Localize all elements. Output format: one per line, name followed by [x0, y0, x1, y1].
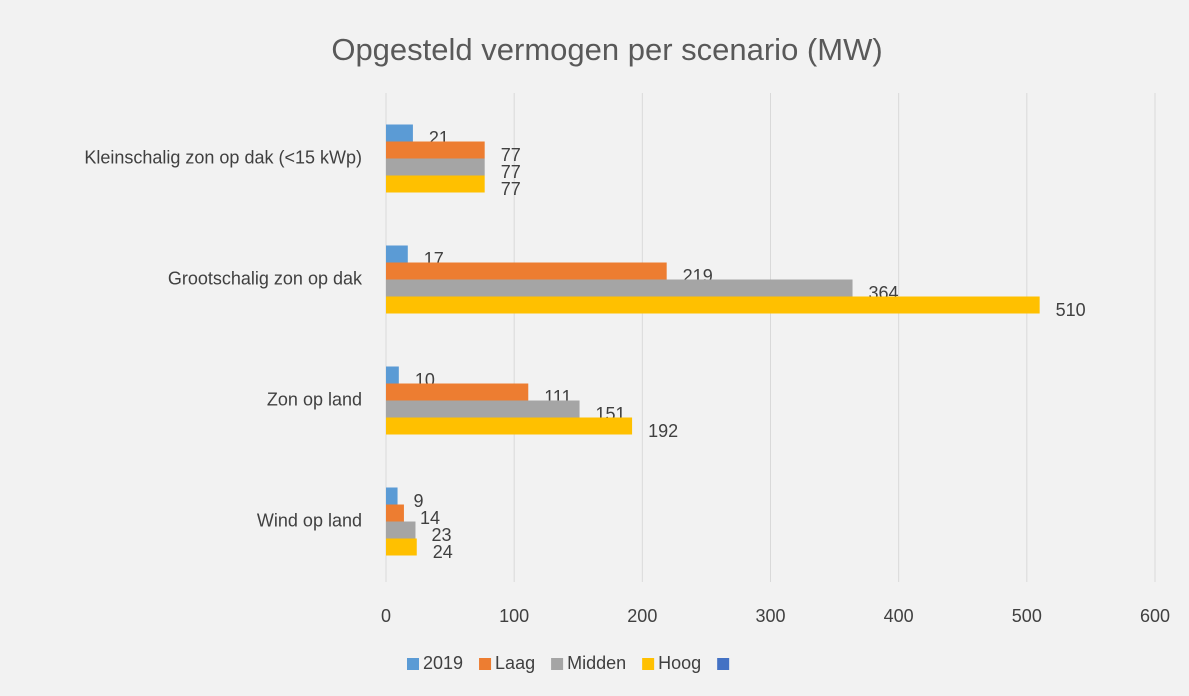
bar	[386, 538, 417, 556]
x-tick-label: 500	[1012, 606, 1042, 626]
y-tick-label: Zon op land	[267, 389, 362, 409]
legend-swatch	[407, 658, 419, 670]
data-label: 77	[501, 145, 521, 165]
bar	[386, 245, 408, 263]
x-tick-label: 400	[884, 606, 914, 626]
bar	[386, 487, 398, 505]
data-label: 77	[501, 179, 521, 199]
legend-swatch	[642, 658, 655, 670]
legend-swatch	[551, 658, 564, 670]
data-label: 14	[420, 508, 440, 528]
data-label: 77	[501, 162, 521, 182]
data-label: 510	[1056, 300, 1086, 320]
legend-label: Hoog	[658, 653, 701, 673]
y-tick-label: Kleinschalig zon op dak (<15 kWp)	[84, 147, 362, 167]
data-label: 9	[414, 491, 424, 511]
data-label: 23	[431, 525, 451, 545]
x-tick-label: 300	[755, 606, 785, 626]
legend-label: Midden	[567, 653, 626, 673]
bar	[386, 504, 404, 522]
bar	[386, 124, 413, 142]
bar	[386, 141, 485, 159]
legend-swatch	[717, 658, 730, 670]
bar	[386, 400, 580, 418]
data-label: 24	[433, 542, 453, 562]
bar	[386, 158, 485, 176]
legend: 2019 Laag Midden Hoog	[407, 653, 730, 673]
bar	[386, 296, 1040, 314]
x-tick-label: 0	[381, 606, 391, 626]
bar	[386, 262, 667, 280]
y-tick-label: Wind op land	[257, 510, 362, 530]
y-tick-label: Grootschalig zon op dak	[168, 268, 363, 288]
x-tick-label: 100	[499, 606, 529, 626]
data-label: 192	[648, 421, 678, 441]
legend-swatch	[479, 658, 492, 670]
x-tick-label: 600	[1140, 606, 1170, 626]
bar	[386, 417, 633, 435]
legend-label: 2019	[423, 653, 463, 673]
x-tick-label: 200	[627, 606, 657, 626]
bar	[386, 279, 853, 297]
legend-label: Laag	[495, 653, 535, 673]
chart-title: Opgesteld vermogen per scenario (MW)	[331, 32, 882, 67]
bar	[386, 383, 529, 401]
bar	[386, 521, 416, 539]
bar	[386, 175, 485, 193]
bar	[386, 366, 399, 384]
